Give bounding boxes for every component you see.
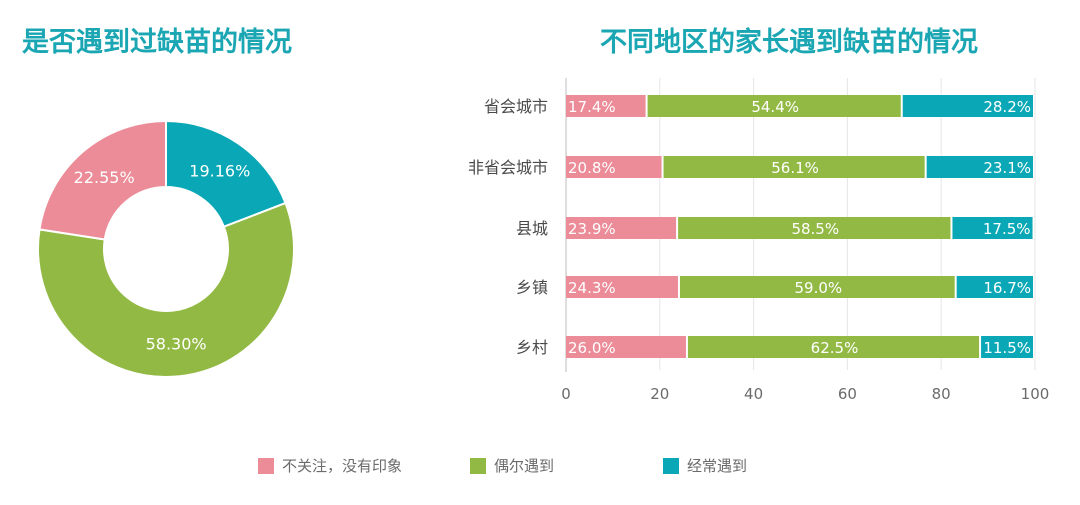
bar-value-label: 24.3% — [568, 279, 616, 297]
legend-item-often: 经常遇到 — [663, 455, 747, 476]
bar-segment — [679, 276, 955, 298]
bar-value-label: 58.5% — [791, 220, 839, 238]
donut-value-label: 58.30% — [146, 334, 207, 353]
bar-value-label: 20.8% — [568, 159, 616, 177]
bar-segment — [566, 276, 678, 298]
bar-value-label: 26.0% — [568, 339, 616, 357]
bar-chart-title: 不同地区的家长遇到缺苗的情况 — [600, 27, 978, 58]
bar-value-label: 11.5% — [983, 339, 1031, 357]
bar-segment — [647, 95, 901, 117]
category-label: 乡村 — [516, 338, 548, 357]
legend-swatch-teal — [663, 457, 679, 474]
bar-value-label: 28.2% — [983, 98, 1031, 116]
bar-value-label: 17.4% — [568, 98, 616, 116]
bar-segment — [678, 217, 951, 239]
donut-value-label: 22.55% — [74, 168, 135, 187]
bar-value-label: 54.4% — [751, 98, 799, 116]
bar-segment — [956, 276, 1033, 298]
donut-value-label: 19.16% — [189, 162, 250, 181]
bar-segment — [981, 336, 1033, 358]
bar-value-label: 23.1% — [983, 159, 1031, 177]
bar-value-label: 59.0% — [794, 279, 842, 297]
legend-item-not-noticed: 不关注，没有印象 — [258, 455, 402, 476]
category-label: 乡镇 — [516, 278, 548, 297]
pie-chart-title: 是否遇到过缺苗的情况 — [22, 27, 292, 58]
bar-segment — [926, 156, 1033, 178]
legend-swatch-pink — [258, 457, 274, 474]
bar-value-label: 62.5% — [811, 339, 859, 357]
bar-segment — [663, 156, 925, 178]
category-label: 县城 — [516, 219, 548, 238]
x-tick-label: 60 — [838, 385, 857, 403]
bar-value-label: 16.7% — [983, 279, 1031, 297]
donut-slice — [165, 119, 287, 229]
donut-slice — [37, 201, 295, 378]
bar-segment — [566, 95, 646, 117]
x-tick-label: 100 — [1021, 385, 1050, 403]
legend-swatch-green — [470, 457, 486, 474]
x-tick-label: 40 — [744, 385, 763, 403]
bar-value-label: 23.9% — [568, 220, 616, 238]
bar-segment — [566, 217, 677, 239]
bar-value-label: 56.1% — [771, 159, 819, 177]
donut-slice — [38, 119, 167, 241]
x-tick-label: 0 — [561, 385, 571, 403]
bar-value-label: 17.5% — [983, 220, 1031, 238]
bar-segment — [902, 95, 1033, 117]
bar-segment — [687, 336, 980, 358]
category-label: 省会城市 — [484, 97, 548, 116]
legend-label-occasionally: 偶尔遇到 — [494, 457, 555, 475]
legend-label-often: 经常遇到 — [687, 457, 748, 475]
category-label: 非省会城市 — [468, 158, 548, 177]
bar-segment — [566, 336, 686, 358]
bar-segment — [952, 217, 1033, 239]
x-tick-label: 80 — [932, 385, 951, 403]
legend-label-not-noticed: 不关注，没有印象 — [282, 457, 403, 475]
bar-segment — [566, 156, 662, 178]
legend-item-occasionally: 偶尔遇到 — [470, 455, 554, 476]
x-tick-label: 20 — [650, 385, 669, 403]
